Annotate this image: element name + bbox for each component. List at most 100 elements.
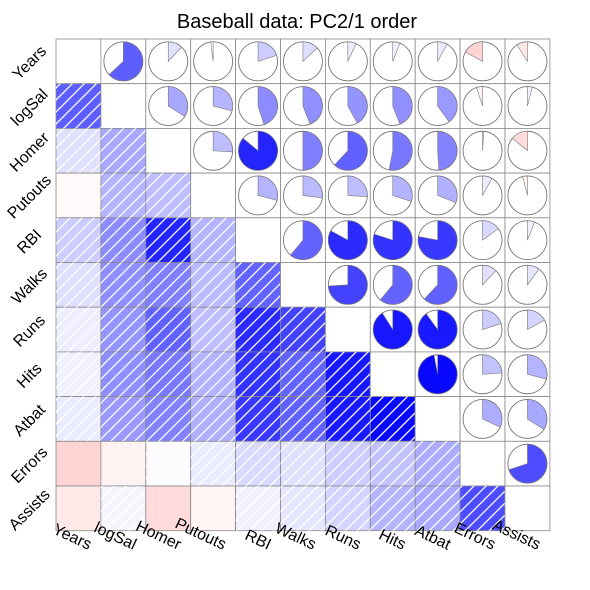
pie-slice <box>328 265 368 305</box>
cell-atbat-walks <box>280 396 326 442</box>
pie-slice <box>482 309 502 330</box>
pie-slice <box>238 130 278 171</box>
cell-logsal-walks <box>280 83 326 129</box>
pie-slice <box>508 443 548 484</box>
pie-slice <box>302 41 318 63</box>
cell-hits-rbi <box>235 351 281 397</box>
cell-putouts-years <box>55 172 102 219</box>
cell-rbi-rbi <box>235 217 281 263</box>
cell-homer-walks <box>280 127 326 174</box>
pie-slice <box>302 175 323 199</box>
pie-slice <box>527 265 540 286</box>
pie-slice <box>392 41 401 62</box>
cell-logsal-runs <box>324 83 371 129</box>
cell-assists-putouts <box>190 485 236 532</box>
cell-atbat-atbat <box>414 396 461 442</box>
pie-slice <box>347 175 368 197</box>
cell-logsal-putouts <box>190 83 236 129</box>
row-label-homer: Homer <box>7 129 53 175</box>
pie-slice <box>482 130 485 151</box>
pie-slice <box>482 354 503 375</box>
chart-title: Baseball data: PC2/1 order <box>177 11 417 33</box>
cell-rbi-logsal <box>100 217 147 263</box>
cell-homer-rbi <box>235 127 281 174</box>
cell-walks-rbi <box>235 262 281 308</box>
cell-putouts-homer <box>145 172 192 219</box>
pie-slice <box>516 41 528 63</box>
row-label-runs: Runs <box>11 312 49 350</box>
pie-slice <box>437 130 458 171</box>
cell-errors-logsal <box>100 440 147 487</box>
pie-slice <box>527 399 548 430</box>
cell-errors-errors <box>459 440 506 487</box>
cell-errors-rbi <box>235 440 281 487</box>
cell-years-errors <box>459 38 506 85</box>
cell-years-walks <box>280 38 326 85</box>
cell-walks-logsal <box>100 262 147 308</box>
cell-years-assists <box>504 38 551 85</box>
pie-slice <box>482 399 503 428</box>
pie-slice <box>347 86 368 124</box>
cell-years-years <box>55 38 102 85</box>
cell-atbat-assists <box>504 396 551 442</box>
pie-slice <box>257 86 278 125</box>
pie-slice <box>417 309 458 350</box>
cell-putouts-errors <box>459 172 506 219</box>
cell-atbat-errors <box>459 396 506 442</box>
pie-slice <box>392 175 413 202</box>
cell-logsal-hits <box>369 83 416 129</box>
pie-slice <box>302 130 323 171</box>
row-label-years: Years <box>10 43 51 84</box>
cell-putouts-walks <box>280 172 326 219</box>
pie-slice <box>334 130 368 171</box>
cell-assists-atbat <box>414 485 461 532</box>
shade-square <box>145 485 192 532</box>
row-label-walks: Walks <box>9 265 51 307</box>
cell-homer-logsal <box>100 127 147 174</box>
cell-rbi-runs <box>324 217 371 263</box>
pie-slice <box>212 86 233 112</box>
cell-errors-atbat <box>414 440 461 487</box>
cell-errors-assists <box>504 440 551 487</box>
cell-atbat-putouts <box>190 396 236 442</box>
cell-years-runs <box>324 38 371 85</box>
cell-logsal-homer <box>145 83 192 129</box>
cell-hits-assists <box>504 351 551 397</box>
pie-slice <box>465 41 483 62</box>
cell-walks-walks <box>280 262 326 308</box>
cell-years-rbi <box>235 38 281 85</box>
cell-hits-putouts <box>190 351 236 397</box>
cell-runs-years <box>55 306 102 353</box>
row-label-assists: Assists <box>6 486 54 534</box>
cell-runs-atbat <box>414 306 461 353</box>
cell-assists-hits <box>369 485 416 532</box>
pie-slice <box>527 86 533 107</box>
cell-putouts-runs <box>324 172 371 219</box>
pie-slice <box>417 354 458 395</box>
cell-runs-hits <box>369 306 416 353</box>
cell-runs-logsal <box>100 306 147 353</box>
cell-logsal-atbat <box>414 83 461 129</box>
cell-hits-atbat <box>414 351 461 397</box>
cell-putouts-rbi <box>235 172 281 219</box>
cell-rbi-errors <box>459 217 506 263</box>
cell-atbat-runs <box>324 396 371 442</box>
cell-hits-hits <box>369 351 416 397</box>
pie-slice <box>482 175 493 196</box>
shade-square <box>100 440 147 487</box>
pie-slice <box>417 220 458 260</box>
row-label-hits: Hits <box>14 360 46 392</box>
cell-putouts-hits <box>369 172 416 219</box>
cell-walks-hits <box>369 262 416 308</box>
cell-walks-assists <box>504 262 551 308</box>
pie-slice <box>257 175 278 201</box>
pie-slice <box>388 130 413 171</box>
cell-logsal-rbi <box>235 83 281 129</box>
pie-slice <box>392 86 413 125</box>
pie-slice <box>302 86 323 125</box>
cell-homer-putouts <box>190 127 236 174</box>
cell-assists-logsal <box>100 485 147 532</box>
pie-slice <box>437 41 448 62</box>
shade-square <box>190 485 236 532</box>
